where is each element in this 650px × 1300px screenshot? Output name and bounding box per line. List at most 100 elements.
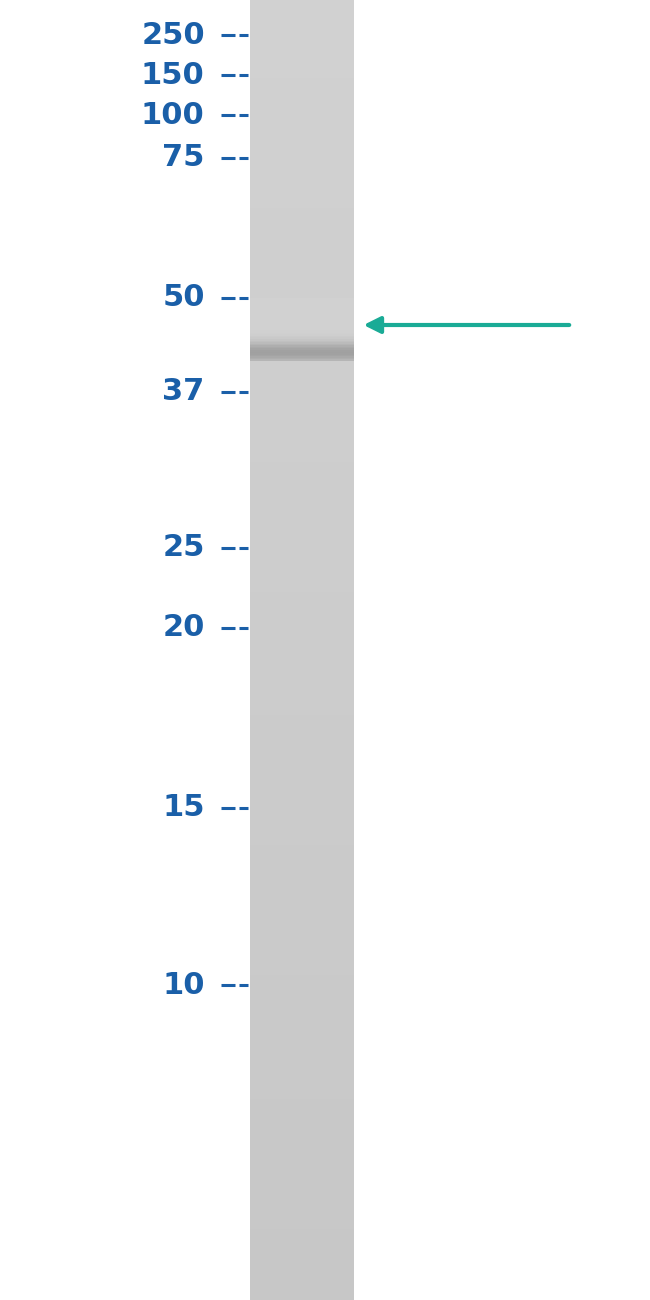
Text: 37: 37 [162,377,205,407]
Bar [250,1020,354,1028]
Bar [250,338,354,339]
Bar [250,442,354,450]
Bar [250,566,354,573]
Bar [250,302,354,303]
Bar [250,968,354,976]
Bar [250,347,354,348]
Bar [250,254,354,261]
Bar [250,227,354,235]
Bar [250,526,354,534]
Bar [250,176,354,183]
Bar [250,618,354,625]
Bar [250,52,354,60]
Bar [250,356,354,359]
Bar [250,358,354,360]
Bar [250,1124,354,1132]
Bar [250,303,354,304]
Bar [250,1034,354,1041]
Bar [250,1060,354,1067]
Bar [250,306,354,313]
Bar [250,422,354,430]
Bar [250,124,354,131]
Bar [250,1222,354,1230]
Text: 150: 150 [141,61,205,90]
Bar [250,1066,354,1074]
Bar [250,644,354,651]
Bar [250,1209,354,1217]
Bar [250,864,354,872]
Bar [250,806,354,814]
Bar [250,286,354,294]
Bar [250,1053,354,1061]
Bar [250,923,354,931]
Bar [250,195,354,203]
Bar [250,1131,354,1139]
Bar [250,637,354,645]
Bar [250,308,354,309]
Bar [250,350,354,352]
Bar [250,436,354,443]
Text: 15: 15 [162,793,205,823]
Bar [250,346,354,347]
Bar [250,104,354,112]
Bar [250,0,354,8]
Bar [250,26,354,34]
Bar [250,292,354,300]
Bar [250,448,354,456]
Bar [250,208,354,216]
Text: 25: 25 [162,533,205,563]
Bar [250,341,354,343]
Text: 100: 100 [141,100,205,130]
Bar [250,585,354,593]
Bar [250,334,354,337]
Bar [250,1287,354,1295]
Bar [250,299,354,302]
Bar [250,416,354,424]
Bar [250,910,354,918]
Bar [250,500,354,508]
Bar [250,696,354,703]
Bar [250,169,354,177]
Bar [250,359,354,361]
Bar [250,348,354,351]
Bar [250,1274,354,1282]
Bar [250,474,354,482]
Bar [250,514,354,521]
Bar [250,1105,354,1113]
Bar [250,708,354,716]
Bar [250,309,354,311]
Bar [250,949,354,957]
Bar [250,280,354,287]
Bar [250,318,354,321]
Bar [250,202,354,209]
Bar [250,46,354,53]
Bar [250,1046,354,1054]
Bar [250,312,354,320]
Bar [250,956,354,963]
Bar [250,1294,354,1300]
Bar [250,313,354,316]
Bar [250,838,354,846]
Bar [250,358,354,365]
Text: 50: 50 [162,283,205,312]
Bar [250,670,354,677]
Text: 75: 75 [162,143,205,173]
Bar [250,598,354,606]
Bar [250,1268,354,1275]
Bar [250,1098,354,1106]
Bar [250,1183,354,1191]
Bar [250,343,354,346]
Bar [250,552,354,560]
Bar [250,1202,354,1210]
Bar [250,1216,354,1223]
Bar [250,1248,354,1256]
Bar [250,982,354,989]
Bar [250,1014,354,1022]
Bar [250,858,354,866]
Bar [250,559,354,567]
Bar [250,221,354,229]
Bar [250,1072,354,1080]
Bar [250,1138,354,1145]
Bar [250,111,354,118]
Bar [250,767,354,775]
